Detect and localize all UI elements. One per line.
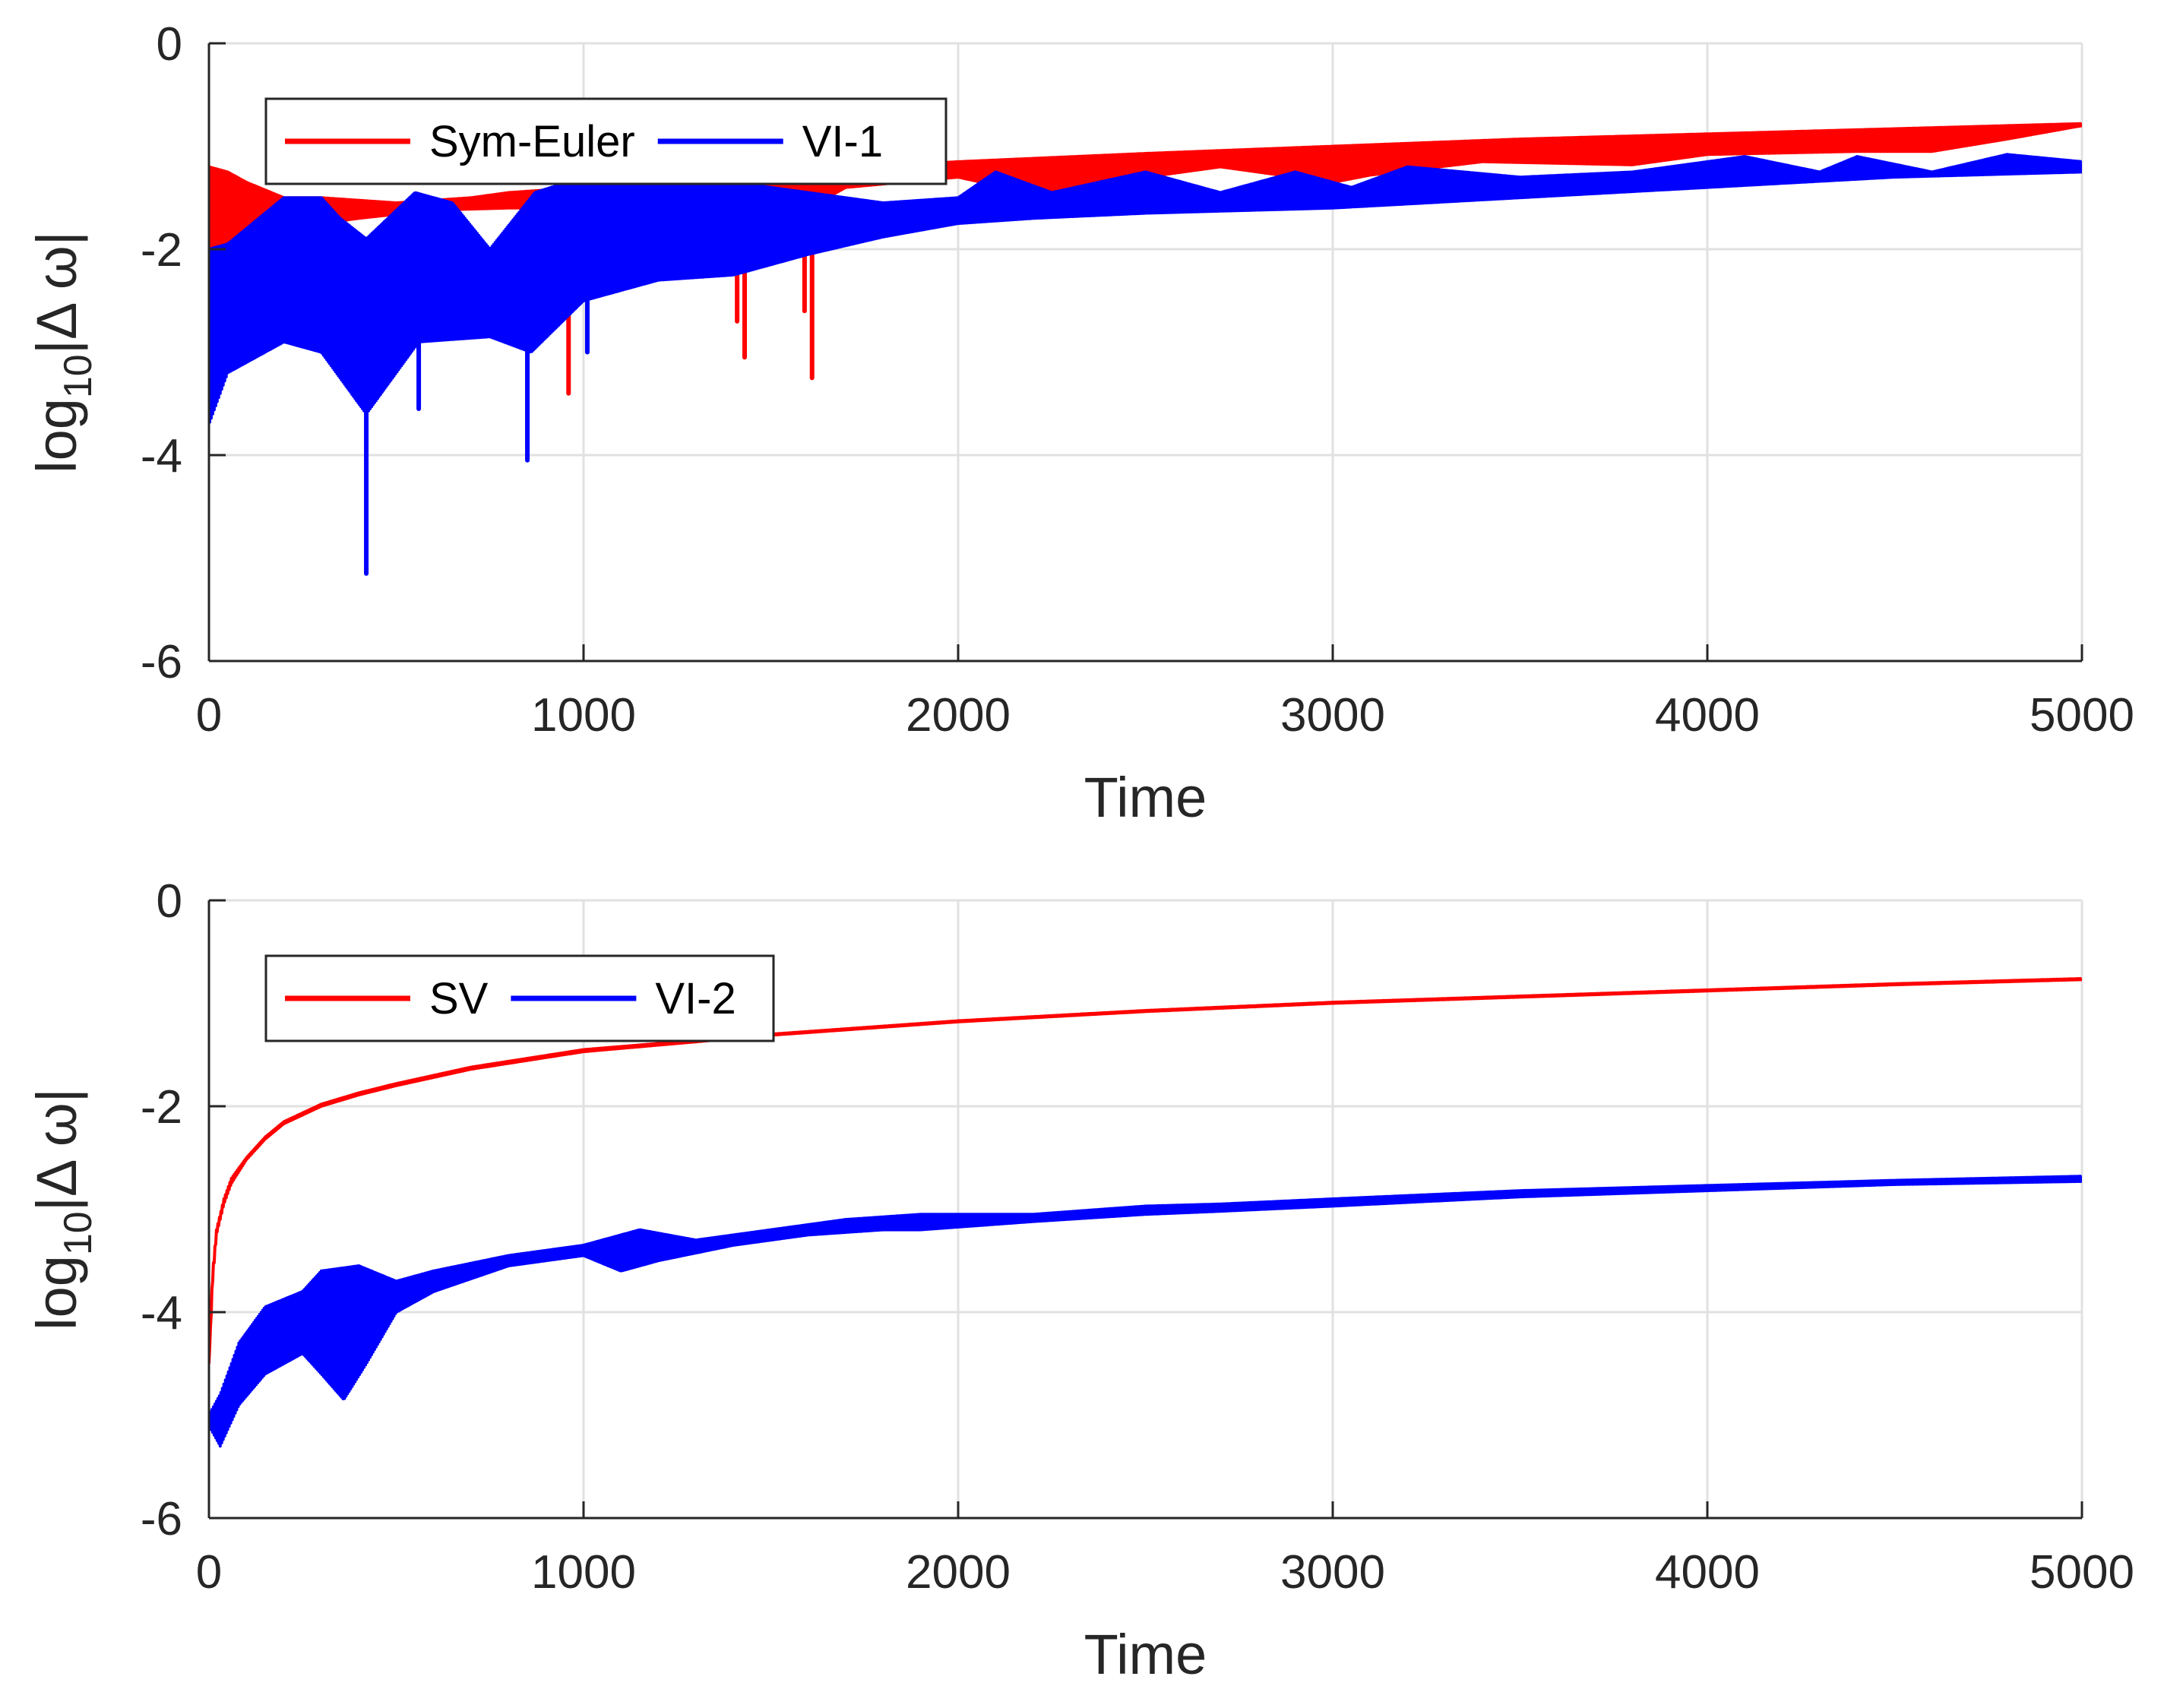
y-tick-label: -2 — [141, 1081, 182, 1134]
legend: SV VI-2 — [264, 954, 775, 1042]
series-line-sym-euler — [209, 122, 2082, 406]
series-line-vi-1 — [209, 153, 2082, 424]
x-tick-label: 4000 — [1655, 689, 1760, 742]
x-tick-label: 0 — [196, 1546, 222, 1599]
x-tick-label: 2000 — [906, 1546, 1011, 1599]
y-tick-label: -6 — [141, 636, 182, 688]
y-tick-label: -2 — [141, 224, 182, 277]
series-layer — [209, 122, 2082, 576]
x-tick-label: 4000 — [1655, 1546, 1760, 1599]
y-tick-label: -6 — [141, 1493, 182, 1545]
y-axis-label: log10|Δ ω| — [25, 1088, 100, 1330]
y-tick-label: -4 — [141, 1287, 182, 1340]
x-tick-label: 3000 — [1280, 689, 1385, 742]
x-tick-label: 2000 — [906, 689, 1011, 742]
x-axis-label: Time — [1084, 766, 1207, 829]
y-tick-label: 0 — [157, 18, 182, 71]
y-tick-label: -4 — [141, 430, 182, 482]
bottom-plot: 0 1000 2000 3000 4000 5000 0 -2 -4 -6 Time log10|Δ … — [25, 875, 2134, 1686]
legend: Sym-Euler VI-1 — [264, 97, 948, 185]
legend-label: SV — [429, 974, 489, 1023]
y-tick-label: 0 — [157, 875, 182, 928]
x-axis-label: Time — [1084, 1623, 1207, 1686]
y-axis-label: log10|Δ ω| — [25, 231, 100, 473]
series-layer — [209, 977, 2082, 1448]
x-tick-label: 5000 — [2030, 1546, 2134, 1599]
series-line-vi-2 — [209, 1175, 2082, 1448]
legend-label: VI-1 — [802, 117, 883, 166]
x-tick-label: 3000 — [1280, 1546, 1385, 1599]
legend-label: VI-2 — [655, 974, 736, 1023]
legend-box — [264, 97, 948, 185]
legend-label: Sym-Euler — [429, 117, 635, 166]
x-tick-label: 1000 — [531, 1546, 636, 1599]
top-plot: 0 1000 2000 3000 4000 5000 0 -2 -4 -6 Time log10|Δ … — [25, 18, 2134, 829]
x-tick-label: 1000 — [531, 689, 636, 742]
series-line-sv — [209, 977, 2082, 1364]
x-tick-label: 5000 — [2030, 689, 2134, 742]
x-tick-label: 0 — [196, 689, 222, 742]
